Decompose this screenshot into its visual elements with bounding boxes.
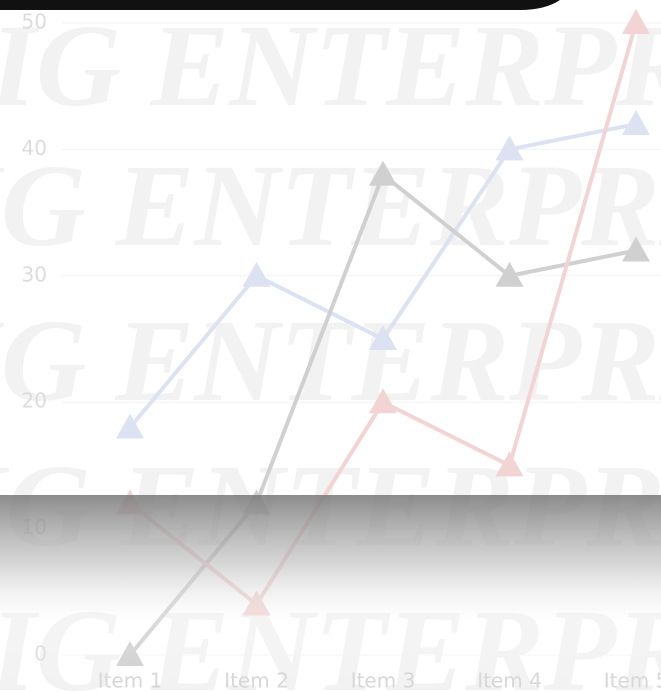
y-tick-label: 40 <box>22 136 47 160</box>
marker <box>495 451 524 477</box>
marker <box>369 325 397 350</box>
marker <box>622 9 650 34</box>
top-dark-shape <box>0 0 560 10</box>
y-tick-label: 30 <box>22 262 47 286</box>
marker <box>622 236 650 262</box>
watermark-text: IG ENTERPRI <box>0 0 661 131</box>
marker <box>495 135 524 161</box>
watermark-text: IG ENTERPRI <box>0 140 661 271</box>
y-tick-label: 50 <box>22 10 47 34</box>
marker <box>242 261 271 287</box>
marker <box>369 388 397 414</box>
marker <box>369 160 397 186</box>
marker <box>622 110 650 136</box>
shade-overlay <box>0 495 661 692</box>
y-tick-label: 20 <box>22 389 47 413</box>
marker <box>495 261 524 287</box>
marker <box>116 413 144 439</box>
